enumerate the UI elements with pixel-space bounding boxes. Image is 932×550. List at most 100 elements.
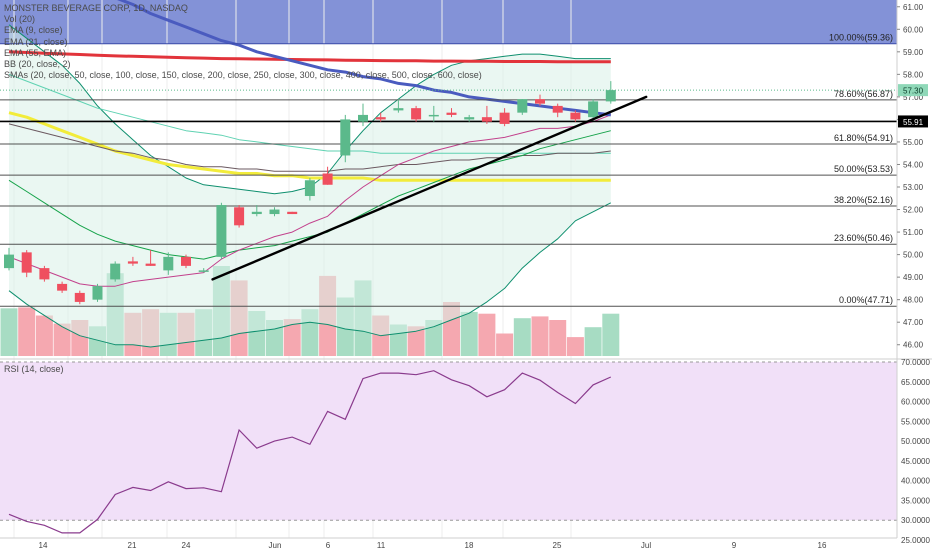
rsi-line — [8, 370, 612, 534]
candle-body — [570, 112, 581, 120]
candle-body — [481, 117, 492, 122]
time-tick-label: Jul — [641, 541, 651, 550]
time-axis[interactable]: 14 21 24 Jun 6 11 18 25 Jul 9 16 — [0, 537, 897, 550]
candle-body — [74, 292, 85, 302]
current-price-tag — [898, 84, 928, 97]
bollinger-lower — [8, 202, 612, 348]
candle-body — [605, 90, 616, 102]
rsi-axis[interactable]: 25.0000 30.0000 35.0000 40.0000 45.0000 50.00… — [901, 358, 930, 545]
volume-bar — [425, 320, 443, 356]
ema55-line — [8, 123, 611, 172]
candles — [4, 81, 616, 305]
current-price-label: 57.30 — [903, 87, 924, 96]
symbol-title[interactable]: MONSTER BEVERAGE CORP, 1D, NASDAQ — [4, 3, 188, 13]
price-tick-label: 61.00 — [903, 3, 924, 12]
indicator-legend: MONSTER BEVERAGE CORP, 1D, NASDAQ Vol (2… — [4, 3, 482, 81]
volume-bar — [53, 323, 71, 356]
price-tick-label: 58.00 — [903, 70, 924, 79]
legend-bb[interactable]: BB (20, close, 2) — [4, 59, 71, 70]
rsi-tick-label: 30.0000 — [901, 516, 930, 525]
candle-body — [499, 112, 510, 124]
candle-body — [552, 105, 563, 113]
volume-bar — [35, 315, 53, 356]
bollinger-fill — [9, 24, 611, 348]
fib-label: 100.00%(59.36) — [829, 33, 893, 43]
candle-body — [21, 252, 32, 273]
time-tick-label: 11 — [377, 541, 386, 550]
candle-body — [287, 211, 298, 215]
price-tick-label: 54.00 — [903, 160, 924, 169]
rsi-tick-label: 50.0000 — [901, 437, 930, 446]
candle-body — [517, 99, 528, 113]
candle-body — [4, 254, 14, 269]
price-tick-label: 52.00 — [903, 206, 924, 215]
candle-body — [411, 108, 422, 120]
candle-body — [464, 117, 475, 120]
legend-ema21[interactable]: EMA (21, close) — [4, 36, 68, 47]
fib-label: 23.60%(50.46) — [834, 233, 893, 243]
fib-label: 78.60%(56.87) — [834, 89, 893, 99]
candle-body — [234, 207, 245, 226]
time-tick-label: 16 — [818, 541, 827, 550]
time-tick-label: 25 — [553, 541, 562, 550]
trendline-group — [211, 95, 648, 281]
candle-body — [181, 256, 191, 266]
volume-bar — [531, 316, 549, 356]
price-tick-label: 46.00 — [903, 341, 924, 350]
rsi-tick-label: 40.0000 — [901, 477, 930, 486]
rsi-band — [0, 362, 897, 521]
line-price-label: 55.91 — [903, 118, 924, 127]
legend-ema55[interactable]: EMA (55, EMA) — [4, 47, 67, 58]
volume-bar — [566, 337, 584, 356]
fib-label: 38.20%(52.16) — [834, 195, 893, 205]
sma-red-line — [8, 50, 611, 64]
ema9-line — [8, 114, 611, 287]
time-tick-label: 24 — [182, 541, 191, 550]
ema21-line — [8, 130, 611, 260]
fib-label: 50.00%(53.53) — [834, 164, 893, 174]
volume-bar — [549, 320, 567, 356]
price-tick-label: 50.00 — [903, 251, 924, 260]
rsi-tick-label: 60.0000 — [901, 398, 930, 407]
candle-body — [304, 180, 315, 197]
candle-body — [216, 205, 227, 257]
time-tick-label: Jun — [269, 541, 282, 550]
legend-smas[interactable]: SMAs (20, close, 50, close, 100, close, … — [4, 70, 482, 81]
price-tick-label: 49.00 — [903, 273, 924, 282]
rsi-tick-label: 55.0000 — [901, 417, 930, 426]
line-price-tag — [898, 115, 928, 128]
fibonacci-levels: 100.00%(59.36) 78.60%(56.87) 61.80%(54.91)… — [0, 33, 897, 307]
rsi-tick-label: 65.0000 — [901, 378, 930, 387]
price-tick-label: 53.00 — [903, 183, 924, 192]
candle-body — [358, 114, 368, 122]
volume-bar — [584, 327, 602, 356]
fib-top-band — [0, 0, 897, 44]
candle-body — [110, 263, 121, 280]
price-tick-label: 55.00 — [903, 138, 924, 147]
volume-bar — [460, 311, 478, 356]
price-axis[interactable]: 46.00 47.00 48.00 49.00 50.00 51.00 52.00 53.00… — [0, 0, 928, 538]
candle-body — [535, 99, 545, 104]
volume-bar — [283, 319, 301, 356]
candle-body — [145, 263, 156, 266]
rsi-tick-label: 45.0000 — [901, 457, 930, 466]
time-tick-label: 6 — [326, 541, 331, 550]
candle-body — [163, 256, 174, 271]
volume-bar — [407, 326, 425, 356]
rsi-tick-label: 35.0000 — [901, 496, 930, 505]
fib-label: 61.80%(54.91) — [834, 133, 893, 143]
candle-body — [340, 119, 351, 156]
candle-body — [375, 117, 386, 120]
volume-bar — [18, 307, 36, 356]
legend-volume[interactable]: Vol (20) — [4, 14, 36, 25]
candle-body — [428, 114, 439, 117]
legend-ema9[interactable]: EMA (9, close) — [4, 25, 63, 36]
trendline — [211, 95, 648, 281]
volume-bar — [0, 308, 18, 356]
rsi-legend[interactable]: RSI (14, close) — [4, 364, 64, 374]
price-tick-label: 59.00 — [903, 48, 924, 57]
price-pane-background — [0, 0, 897, 44]
price-tick-label: 47.00 — [903, 318, 924, 327]
volume-bar — [602, 313, 620, 356]
